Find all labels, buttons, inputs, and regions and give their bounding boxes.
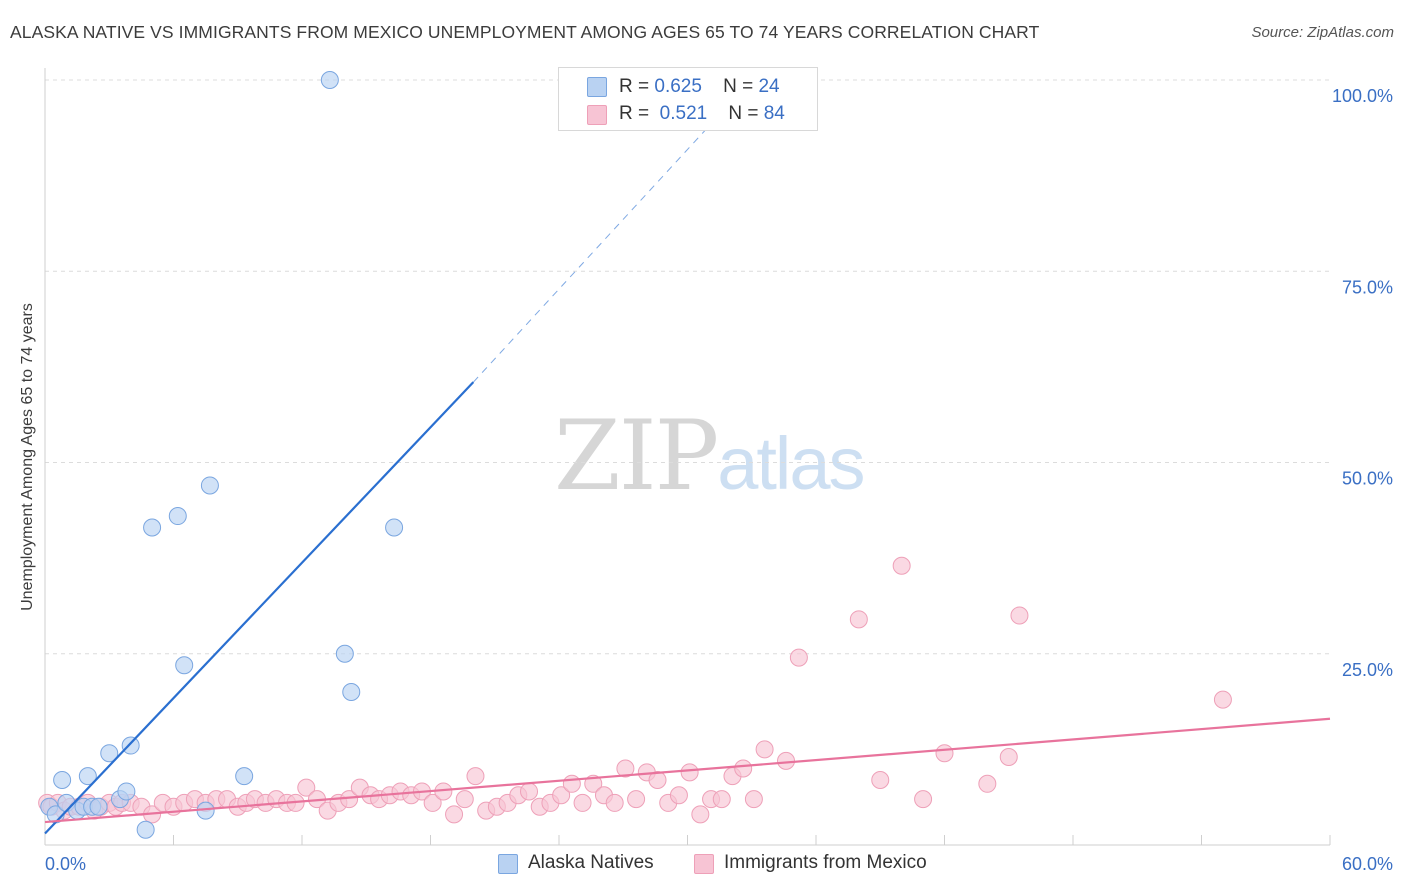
mexico-point bbox=[777, 751, 796, 770]
alaska-natives-point bbox=[235, 767, 254, 786]
mexico-point bbox=[1010, 606, 1029, 625]
mexico-point bbox=[1213, 690, 1232, 709]
mexico-point bbox=[892, 556, 911, 575]
alaska-natives-point bbox=[100, 744, 119, 763]
mexico-point bbox=[423, 793, 442, 812]
legend-r-label: R = bbox=[619, 103, 650, 124]
legend-n-label: N = bbox=[723, 76, 754, 97]
legend-r-value-mexico: 0.521 bbox=[659, 103, 708, 124]
y-tick-label: 75.0% bbox=[1342, 277, 1393, 297]
watermark: ZIPatlas bbox=[554, 400, 866, 512]
mexico-point bbox=[297, 778, 316, 797]
mexico-trendline bbox=[44, 717, 1331, 824]
mexico-point bbox=[871, 770, 890, 789]
legend-row-mexico: R = 0.521 N = 84 bbox=[619, 103, 785, 125]
source-label: Source: ZipAtlas.com bbox=[1251, 24, 1394, 41]
alaska-natives-point bbox=[89, 797, 108, 816]
legend-swatch-pink bbox=[587, 105, 607, 125]
mexico-point bbox=[978, 774, 997, 793]
alaska-natives-point bbox=[200, 476, 219, 495]
mexico-point bbox=[691, 805, 710, 824]
y-tick-label: 100.0% bbox=[1332, 86, 1393, 106]
alaska-natives-point bbox=[117, 782, 136, 801]
legend-r-value-alaska: 0.625 bbox=[654, 76, 702, 97]
mexico-point bbox=[935, 744, 954, 763]
watermark-atlas: atlas bbox=[717, 422, 865, 505]
x-tick-label: 0.0% bbox=[45, 854, 86, 874]
chart-title: ALASKA NATIVE VS IMMIGRANTS FROM MEXICO … bbox=[10, 22, 1040, 42]
alaska-natives-point bbox=[136, 820, 155, 839]
mexico-point bbox=[789, 648, 808, 667]
mexico-point bbox=[755, 740, 774, 759]
alaska-natives-point bbox=[342, 683, 361, 701]
mexico-point bbox=[914, 790, 933, 809]
mexico-point bbox=[744, 790, 763, 809]
mexico-point bbox=[520, 782, 539, 801]
legend-swatch-blue bbox=[587, 77, 607, 97]
alaska-natives-point bbox=[168, 507, 187, 526]
y-axis-label: Unemployment Among Ages 65 to 74 years bbox=[19, 303, 36, 611]
mexico-point bbox=[552, 786, 571, 805]
mexico-point bbox=[627, 790, 646, 809]
legend-r-label: R = bbox=[619, 76, 650, 97]
bottom-legend-swatch-pink bbox=[694, 854, 714, 874]
bottom-legend-alaska: Alaska Natives bbox=[528, 852, 654, 873]
mexico-point bbox=[712, 790, 731, 809]
legend-n-value-alaska: 24 bbox=[758, 76, 780, 97]
correlation-legend: R = 0.625 N = 24 R = 0.521 N = 84 bbox=[558, 67, 818, 131]
alaska-natives-point bbox=[78, 767, 97, 786]
mexico-point bbox=[573, 793, 592, 812]
mexico-point bbox=[734, 759, 753, 778]
legend-row-alaska: R = 0.625 N = 24 bbox=[619, 76, 780, 98]
bottom-legend-swatch-blue bbox=[498, 854, 518, 874]
mexico-point bbox=[616, 759, 635, 778]
alaska-natives-trendline-extension bbox=[472, 102, 731, 383]
alaska-natives-point bbox=[175, 656, 194, 675]
alaska-natives-point bbox=[53, 770, 72, 789]
legend-n-value-mexico: 84 bbox=[763, 103, 785, 124]
bottom-legend-mexico: Immigrants from Mexico bbox=[724, 852, 927, 873]
mexico-point bbox=[680, 763, 699, 782]
y-tick-label: 25.0% bbox=[1342, 660, 1393, 680]
mexico-point bbox=[648, 770, 667, 789]
mexico-point bbox=[455, 790, 474, 809]
mexico-point bbox=[445, 805, 464, 824]
mexico-point bbox=[999, 748, 1018, 767]
mexico-point bbox=[849, 610, 868, 629]
x-tick-label: 60.0% bbox=[1342, 854, 1393, 874]
y-tick-label: 50.0% bbox=[1342, 469, 1393, 489]
mexico-point bbox=[669, 786, 688, 805]
alaska-natives-point bbox=[335, 644, 354, 663]
mexico-point bbox=[562, 774, 581, 793]
alaska-natives-point bbox=[143, 518, 162, 537]
mexico-point bbox=[584, 774, 603, 793]
legend-n-label: N = bbox=[728, 103, 759, 124]
mexico-point bbox=[466, 767, 485, 786]
watermark-zip: ZIP bbox=[554, 400, 719, 512]
alaska-natives-point bbox=[385, 518, 404, 537]
alaska-natives-trendline bbox=[44, 381, 475, 835]
alaska-natives-point bbox=[121, 736, 140, 755]
alaska-natives-point bbox=[320, 71, 339, 89]
mexico-point bbox=[605, 793, 624, 812]
